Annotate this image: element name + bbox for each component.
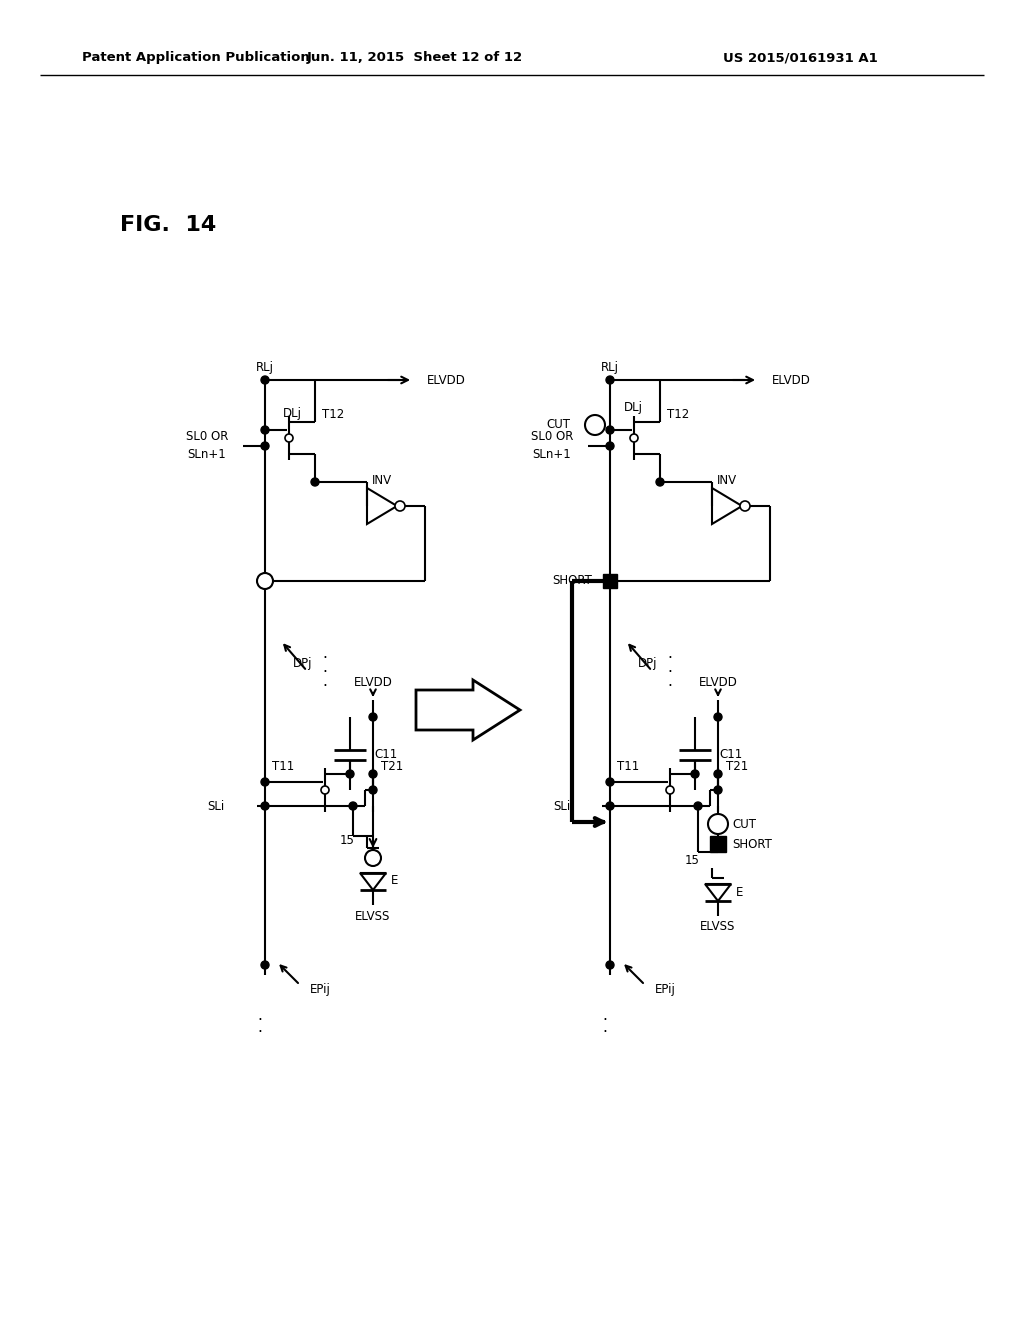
Text: .: . — [602, 1020, 607, 1035]
Circle shape — [285, 434, 293, 442]
Circle shape — [585, 414, 605, 436]
Text: SHORT: SHORT — [552, 574, 592, 587]
Text: E: E — [736, 886, 743, 899]
Text: T21: T21 — [726, 759, 749, 772]
Text: DPj: DPj — [293, 656, 312, 669]
Text: .: . — [602, 1007, 607, 1023]
Circle shape — [349, 803, 357, 810]
Text: 15: 15 — [340, 834, 354, 847]
Text: ELVDD: ELVDD — [353, 676, 392, 689]
Text: SLn+1: SLn+1 — [187, 447, 226, 461]
Text: FIG.  14: FIG. 14 — [120, 215, 216, 235]
Text: SHORT: SHORT — [732, 837, 772, 850]
Bar — [603, 574, 617, 587]
Bar — [710, 836, 726, 851]
Circle shape — [714, 713, 722, 721]
Circle shape — [346, 770, 354, 777]
Text: .: . — [668, 647, 673, 661]
Text: ELVDD: ELVDD — [772, 374, 811, 387]
Circle shape — [740, 502, 750, 511]
Text: .: . — [258, 1020, 262, 1035]
Text: CUT: CUT — [546, 418, 570, 432]
Text: E: E — [391, 874, 398, 887]
Text: DLj: DLj — [624, 400, 643, 413]
Circle shape — [666, 785, 674, 795]
Text: C11: C11 — [374, 748, 397, 762]
Text: T12: T12 — [667, 408, 689, 421]
Circle shape — [321, 785, 329, 795]
Text: T12: T12 — [322, 408, 344, 421]
Text: ELVDD: ELVDD — [427, 374, 466, 387]
Text: .: . — [323, 647, 328, 661]
Circle shape — [311, 478, 319, 486]
Circle shape — [369, 770, 377, 777]
Text: .: . — [668, 660, 673, 676]
Text: ELVSS: ELVSS — [355, 909, 391, 923]
Circle shape — [708, 814, 728, 834]
Circle shape — [606, 803, 614, 810]
Circle shape — [369, 713, 377, 721]
Text: 15: 15 — [685, 854, 699, 866]
Circle shape — [257, 573, 273, 589]
Circle shape — [261, 961, 269, 969]
Circle shape — [606, 426, 614, 434]
Text: ELVSS: ELVSS — [700, 920, 735, 933]
Text: T21: T21 — [381, 759, 403, 772]
Circle shape — [606, 777, 614, 785]
Circle shape — [694, 803, 702, 810]
Circle shape — [606, 442, 614, 450]
Text: EPij: EPij — [310, 983, 331, 997]
Text: DLj: DLj — [283, 407, 302, 420]
Text: T11: T11 — [272, 759, 294, 772]
Circle shape — [606, 376, 614, 384]
Text: RLj: RLj — [256, 360, 274, 374]
Text: C11: C11 — [719, 748, 742, 762]
Text: SLi: SLi — [208, 800, 225, 813]
Text: SL0 OR: SL0 OR — [530, 429, 573, 442]
Circle shape — [261, 442, 269, 450]
Circle shape — [714, 770, 722, 777]
Circle shape — [691, 770, 699, 777]
Text: SLn+1: SLn+1 — [532, 447, 571, 461]
Circle shape — [261, 426, 269, 434]
Text: .: . — [323, 660, 328, 676]
Circle shape — [714, 785, 722, 795]
Circle shape — [261, 777, 269, 785]
Circle shape — [395, 502, 406, 511]
Circle shape — [261, 803, 269, 810]
Text: INV: INV — [372, 474, 392, 487]
Text: Jun. 11, 2015  Sheet 12 of 12: Jun. 11, 2015 Sheet 12 of 12 — [307, 51, 523, 65]
Text: .: . — [668, 675, 673, 689]
Text: SLi: SLi — [553, 800, 570, 813]
Text: .: . — [258, 1007, 262, 1023]
Circle shape — [261, 376, 269, 384]
Circle shape — [369, 785, 377, 795]
Circle shape — [630, 434, 638, 442]
Text: INV: INV — [717, 474, 737, 487]
Text: T11: T11 — [616, 759, 639, 772]
Text: ELVDD: ELVDD — [698, 676, 737, 689]
Text: SL0 OR: SL0 OR — [185, 429, 228, 442]
Text: .: . — [323, 675, 328, 689]
Text: Patent Application Publication: Patent Application Publication — [82, 51, 309, 65]
Text: EPij: EPij — [655, 983, 676, 997]
Circle shape — [656, 478, 664, 486]
Text: CUT: CUT — [732, 817, 756, 830]
Text: US 2015/0161931 A1: US 2015/0161931 A1 — [723, 51, 878, 65]
Text: DPj: DPj — [638, 656, 657, 669]
Text: RLj: RLj — [601, 360, 618, 374]
Circle shape — [606, 961, 614, 969]
Circle shape — [365, 850, 381, 866]
